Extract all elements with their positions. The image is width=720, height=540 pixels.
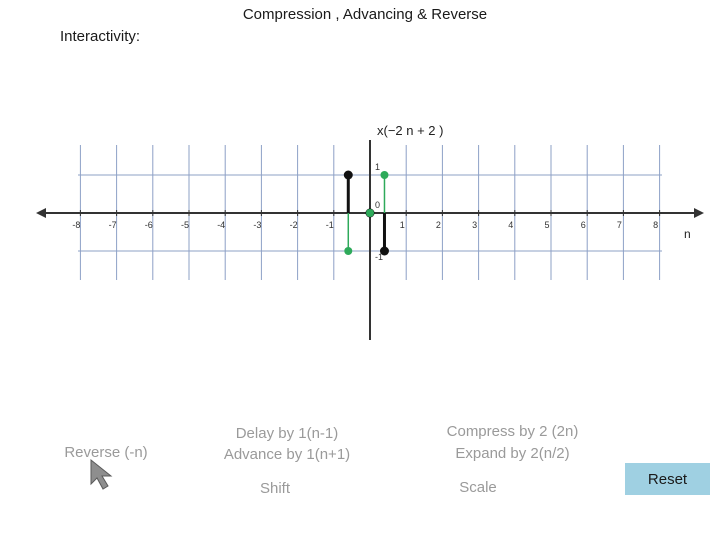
stem-marker xyxy=(379,246,389,256)
x-tick-label: -8 xyxy=(72,220,80,230)
x-tick-label: -1 xyxy=(326,220,334,230)
x-axis-arrow-left xyxy=(36,208,46,218)
x-tick-label: 1 xyxy=(400,220,405,230)
x-tick-label: 4 xyxy=(508,220,513,230)
arrow-pointer-icon xyxy=(90,458,113,490)
tick-labels: -8 -7 -6 -5 -4 -3 -2 -1 1 2 3 4 5 6 7 8 1 0 -1 xyxy=(72,162,658,262)
y-tick-label: -1 xyxy=(375,252,383,262)
expand-button[interactable]: Expand by 2(n/2) xyxy=(455,445,570,462)
stem-marker xyxy=(380,171,389,179)
signal-label: x(−2 n + 2 ) xyxy=(377,123,443,138)
compress-button[interactable]: Compress by 2 (2n) xyxy=(446,423,579,440)
x-tick-label: 8 xyxy=(653,220,658,230)
x-tick-label: -4 xyxy=(217,220,225,230)
x-tick-label: -6 xyxy=(145,220,153,230)
x-tick-label: 5 xyxy=(544,220,549,230)
stem-marker xyxy=(343,170,353,180)
x-axis-arrow-right xyxy=(694,208,704,218)
reset-button[interactable]: Reset xyxy=(625,463,710,495)
scale-button[interactable]: Scale xyxy=(459,479,497,496)
reverse-button[interactable]: Reverse (-n) xyxy=(64,444,148,461)
delay-button[interactable]: Delay by 1(n-1) xyxy=(235,425,339,442)
stem-marker xyxy=(366,209,374,217)
shift-button[interactable]: Shift xyxy=(259,480,290,497)
x-tick-label: -7 xyxy=(109,220,117,230)
interactivity-label: Interactivity: xyxy=(60,28,141,45)
x-axis-label: n xyxy=(684,227,691,241)
x-tick-label: -5 xyxy=(181,220,189,230)
axes xyxy=(36,140,704,340)
stem-marker xyxy=(344,247,353,255)
x-tick-label: 7 xyxy=(617,220,622,230)
x-tick-label: 6 xyxy=(581,220,586,230)
x-tick-label: -3 xyxy=(253,220,261,230)
stems xyxy=(343,170,389,256)
x-tick-label: 3 xyxy=(472,220,477,230)
advance-button[interactable]: Advance by 1(n+1) xyxy=(223,446,351,463)
y-tick-label: 0 xyxy=(375,200,380,210)
page-title: Compression , Advancing & Reverse xyxy=(242,6,488,23)
x-tick-label: -2 xyxy=(290,220,298,230)
y-tick-label: 1 xyxy=(375,162,380,172)
x-tick-label: 2 xyxy=(436,220,441,230)
